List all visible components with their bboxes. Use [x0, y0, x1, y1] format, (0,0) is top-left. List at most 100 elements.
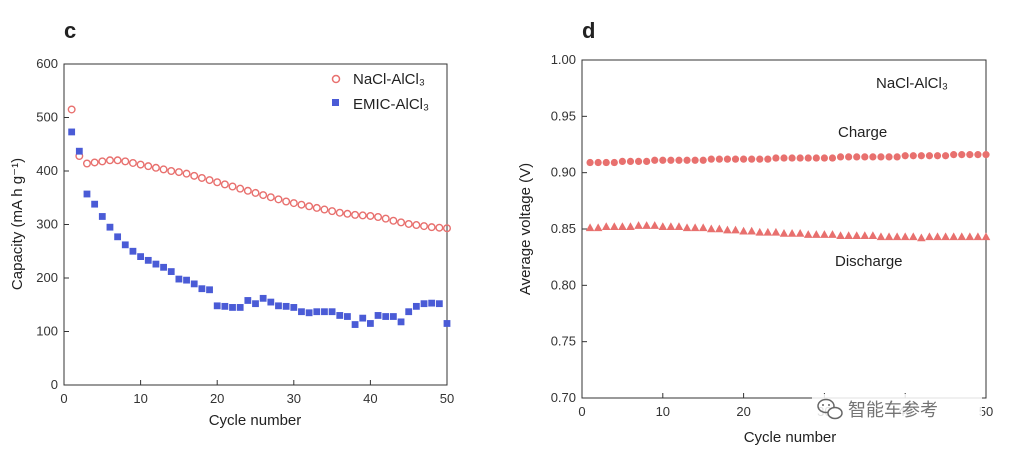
charge-point [634, 157, 643, 165]
emic-alcl--point [236, 304, 244, 311]
emic-alcl--point [190, 280, 198, 288]
legend-nacl-marker [331, 74, 341, 84]
nacl-alcl--point [159, 165, 168, 174]
discharge-point [836, 231, 845, 239]
nacl-alcl--point [427, 223, 436, 232]
charge-point [966, 151, 974, 159]
discharge-point [771, 227, 781, 236]
nacl-alcl--point [305, 202, 314, 211]
charge-point [659, 156, 667, 164]
panel-c-data-marks [67, 105, 452, 328]
discharge-point [739, 226, 748, 235]
x-tick-label: 0 [60, 391, 67, 406]
nacl-alcl--point [358, 211, 367, 220]
panel-d-y-axis-title: Average voltage (V) [517, 163, 534, 295]
emic-alcl--point [435, 300, 443, 308]
discharge-point [779, 229, 789, 237]
emic-alcl--point [175, 275, 183, 283]
charge-point [699, 156, 707, 164]
y-tick-label: 200 [36, 270, 58, 285]
y-tick-label: 0.70 [551, 390, 576, 405]
charge-point [893, 153, 901, 161]
charge-point [764, 155, 772, 163]
legend-nacl-label: NaCl-AlCl₃ [353, 71, 425, 88]
charge-point [748, 155, 756, 163]
nacl-alcl--point [128, 158, 137, 167]
emic-alcl--point [313, 308, 321, 316]
nacl-alcl--point [397, 218, 406, 227]
discharge-point [925, 232, 934, 241]
discharge-point [908, 232, 918, 241]
emic-alcl--point [389, 313, 397, 320]
nacl-alcl--point [351, 210, 360, 219]
charge-point [788, 154, 796, 162]
y-tick-label: 100 [36, 324, 58, 339]
panel-d-x-axis-title: Cycle number [744, 429, 837, 446]
emic-alcl--point [298, 308, 305, 316]
charge-point [804, 154, 812, 162]
watermark: 智能车参考 [812, 394, 982, 424]
nacl-alcl--point [443, 224, 452, 233]
emic-alcl--point [359, 314, 367, 322]
charge-point [933, 152, 942, 160]
discharge-point [957, 232, 967, 241]
emic-alcl--point [129, 247, 137, 255]
charge-point [586, 158, 594, 167]
charge-point [594, 158, 602, 167]
charge-point [974, 151, 982, 159]
charge-point [877, 153, 885, 161]
discharge-point [820, 230, 829, 238]
nacl-alcl--point [381, 214, 390, 223]
emic-alcl--point [412, 302, 420, 310]
panel-d-annotation-electrolyte: NaCl-AlCl₃ [876, 75, 948, 92]
discharge-point [949, 232, 958, 241]
emic-alcl--point [259, 294, 267, 302]
discharge-point [844, 231, 853, 239]
charge-point [885, 153, 893, 161]
charge-point [772, 154, 780, 162]
nacl-alcl--point [289, 199, 298, 208]
charge-point [861, 153, 869, 161]
charge-point [667, 156, 675, 164]
emic-alcl--point [221, 302, 229, 310]
watermark-text: 智能车参考 [848, 400, 938, 421]
x-tick-label: 10 [133, 391, 147, 406]
charge-point [707, 155, 715, 163]
discharge-point [933, 232, 942, 241]
nacl-alcl--point [236, 184, 245, 193]
nacl-alcl--point [412, 221, 421, 230]
nacl-alcl--point [297, 200, 306, 209]
nacl-alcl--point [282, 197, 291, 206]
emic-alcl--point [282, 302, 290, 310]
nacl-alcl--point [220, 180, 229, 189]
charge-point [942, 152, 950, 160]
discharge-point [965, 232, 975, 241]
charge-point [643, 157, 651, 165]
emic-alcl--point [229, 304, 236, 311]
nacl-alcl--point [213, 178, 222, 187]
x-tick-label: 50 [979, 404, 993, 419]
charge-point [651, 156, 659, 164]
nacl-alcl--point [90, 158, 99, 167]
emic-alcl--point [244, 297, 252, 304]
discharge-point [666, 222, 676, 230]
charge-point [675, 156, 683, 164]
charge-point [869, 153, 877, 161]
emic-alcl--point [183, 276, 190, 284]
emic-alcl--point [114, 233, 122, 241]
nacl-alcl--point [335, 208, 344, 217]
nacl-alcl--point [251, 188, 260, 197]
nacl-alcl--point [343, 209, 352, 218]
y-tick-label: 1.00 [551, 52, 576, 67]
discharge-point [634, 221, 643, 229]
discharge-point [674, 222, 684, 230]
nacl-alcl--point [190, 171, 199, 180]
charge-point [683, 156, 691, 164]
discharge-point [941, 232, 950, 241]
x-tick-label: 20 [210, 391, 224, 406]
discharge-point [618, 222, 627, 230]
discharge-point [795, 229, 805, 237]
panel-c-legend: NaCl-AlCl₃ EMIC-AlCl₃ [331, 71, 429, 113]
discharge-point [626, 222, 635, 230]
